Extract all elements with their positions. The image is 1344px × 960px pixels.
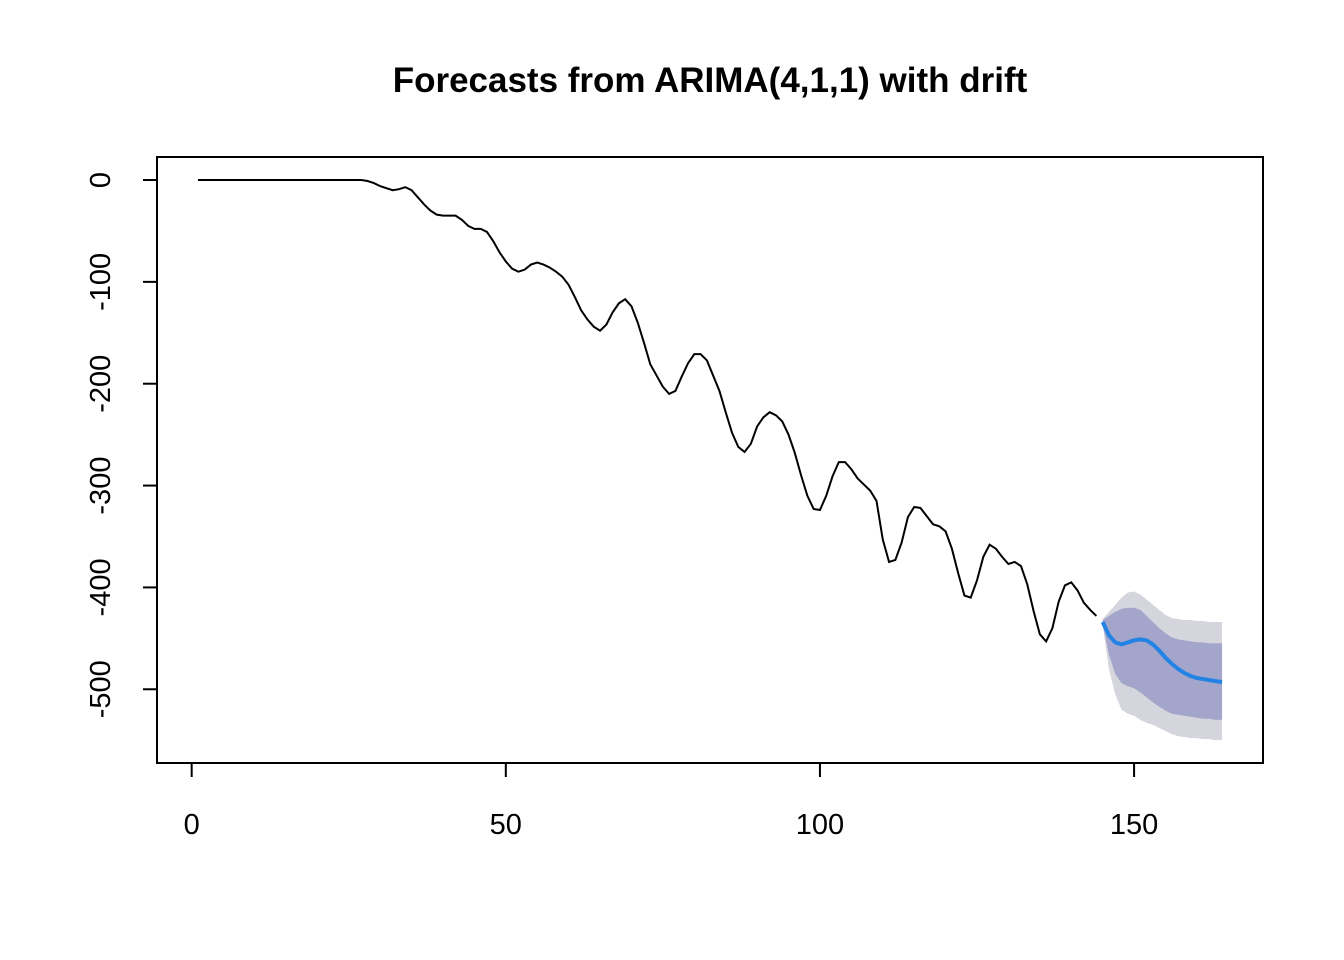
x-tick-label: 50 [490, 809, 522, 841]
x-tick-label: 0 [184, 809, 200, 841]
y-tick-label: 0 [85, 172, 117, 188]
y-tick-label: -500 [85, 660, 117, 718]
x-tick-label: 150 [1110, 809, 1158, 841]
history-line [197, 179, 1098, 644]
y-tick-label: -400 [85, 558, 117, 616]
band-80 [1102, 607, 1223, 720]
y-tick-label: -300 [85, 457, 117, 515]
y-tick-label: -100 [85, 253, 117, 311]
chart-title: Forecasts from ARIMA(4,1,1) with drift [393, 61, 1028, 100]
forecast-line [1100, 621, 1223, 685]
y-tick-label: -200 [85, 355, 117, 413]
x-tick-label: 100 [796, 809, 844, 841]
plot-box [156, 156, 1264, 764]
